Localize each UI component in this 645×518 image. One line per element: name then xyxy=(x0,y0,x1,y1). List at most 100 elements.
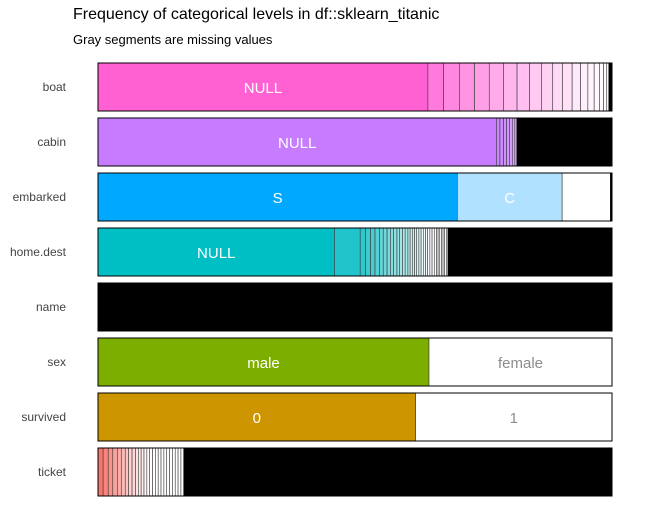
bar-segment xyxy=(427,62,444,112)
bar-segment xyxy=(514,117,518,167)
bar-segment xyxy=(152,447,156,497)
bar-segment xyxy=(334,227,361,277)
bar-segment xyxy=(509,117,513,167)
segment-label: 1 xyxy=(510,410,518,427)
bar-segment xyxy=(580,62,589,112)
bar-segment xyxy=(97,447,104,497)
bar-segment xyxy=(155,447,159,497)
bar-segment xyxy=(102,447,109,497)
bar-segment xyxy=(174,447,179,497)
bar-segment xyxy=(552,62,563,112)
bar-segment xyxy=(587,62,595,112)
bar-segment xyxy=(359,227,366,277)
bar-segment xyxy=(412,227,415,277)
row-label: boat xyxy=(43,80,67,94)
bar-segment xyxy=(402,227,406,277)
bar-segment xyxy=(603,62,608,112)
bar-segment xyxy=(157,447,162,497)
segment-label: S xyxy=(273,190,283,207)
bar-segment xyxy=(97,62,429,112)
segment-label: C xyxy=(504,190,515,207)
row-label: survived xyxy=(21,410,66,424)
bar-segment xyxy=(390,227,394,277)
segment-label: NULL xyxy=(278,135,316,152)
bar-segment xyxy=(459,62,475,112)
bar-border xyxy=(97,282,613,332)
bar-segment xyxy=(599,62,604,112)
bar-segment xyxy=(561,172,611,222)
bar-segment xyxy=(183,447,613,497)
bar-segment xyxy=(160,447,165,497)
bar-border xyxy=(97,62,613,112)
bar-segment xyxy=(172,447,176,497)
bar-segment xyxy=(427,227,431,277)
row-ticket: ticket xyxy=(38,447,613,497)
bar-segment xyxy=(404,227,409,277)
bar-segment xyxy=(112,447,118,497)
bar-segment xyxy=(418,227,422,277)
bar-border xyxy=(97,172,613,222)
bar-segment xyxy=(120,447,126,497)
bar-border xyxy=(97,392,613,442)
bar-segment xyxy=(606,62,610,112)
row-label: home.dest xyxy=(10,245,67,259)
bar-segment xyxy=(407,227,411,277)
bar-segment xyxy=(379,227,384,277)
row-home-dest: home.dest NULL xyxy=(10,227,613,277)
row-name: name xyxy=(36,282,613,332)
bar-segment xyxy=(370,227,376,277)
bar-segment xyxy=(393,227,398,277)
bar-segment xyxy=(499,117,504,167)
segment-label: NULL xyxy=(244,80,282,97)
bar-segment xyxy=(428,337,613,387)
bar-segment xyxy=(416,227,420,277)
bar-segment xyxy=(503,62,518,112)
bar-segment xyxy=(177,447,182,497)
bar-segment xyxy=(541,62,554,112)
bar-segment xyxy=(506,117,511,167)
bar-segment xyxy=(422,227,426,277)
bar-segment xyxy=(97,227,335,277)
bar-segment xyxy=(516,117,613,167)
bar-segment xyxy=(433,227,437,277)
row-label: embarked xyxy=(13,190,66,204)
bar-segment xyxy=(511,117,516,167)
bar-segment xyxy=(447,227,613,277)
bar-border xyxy=(97,117,613,167)
bar-segment xyxy=(396,227,401,277)
bar-segment xyxy=(516,62,530,112)
bar-segment xyxy=(149,447,153,497)
bar-border xyxy=(97,447,613,497)
bar-segment xyxy=(135,447,139,497)
bar-segment xyxy=(488,62,504,112)
segment-label: male xyxy=(247,355,280,372)
bar-segment xyxy=(117,447,122,497)
bar-segment xyxy=(431,227,435,277)
bar-segment xyxy=(97,282,613,332)
bar-segment xyxy=(474,62,490,112)
bar-segment xyxy=(420,227,424,277)
bar-segment xyxy=(180,447,185,497)
row-survived: survived 0 1 xyxy=(21,392,613,442)
row-label: ticket xyxy=(38,465,67,479)
bar-segment xyxy=(374,227,380,277)
bar-segment xyxy=(97,172,458,222)
bar-segment xyxy=(143,447,148,497)
bar-segment xyxy=(131,447,136,497)
bar-segment xyxy=(593,62,600,112)
bar-segment xyxy=(571,62,581,112)
row-boat: boat NULL xyxy=(43,62,613,112)
bar-segment xyxy=(365,227,371,277)
bar-segment xyxy=(496,117,501,167)
bar-segment xyxy=(107,447,114,497)
bar-segment xyxy=(415,392,613,442)
bar-segment xyxy=(124,447,129,497)
bar-segment xyxy=(562,62,573,112)
row-embarked: embarked S C xyxy=(13,172,613,222)
bar-segment xyxy=(140,447,145,497)
bar-segment xyxy=(425,227,428,277)
bar-segment xyxy=(414,227,418,277)
bar-segment xyxy=(146,447,150,497)
